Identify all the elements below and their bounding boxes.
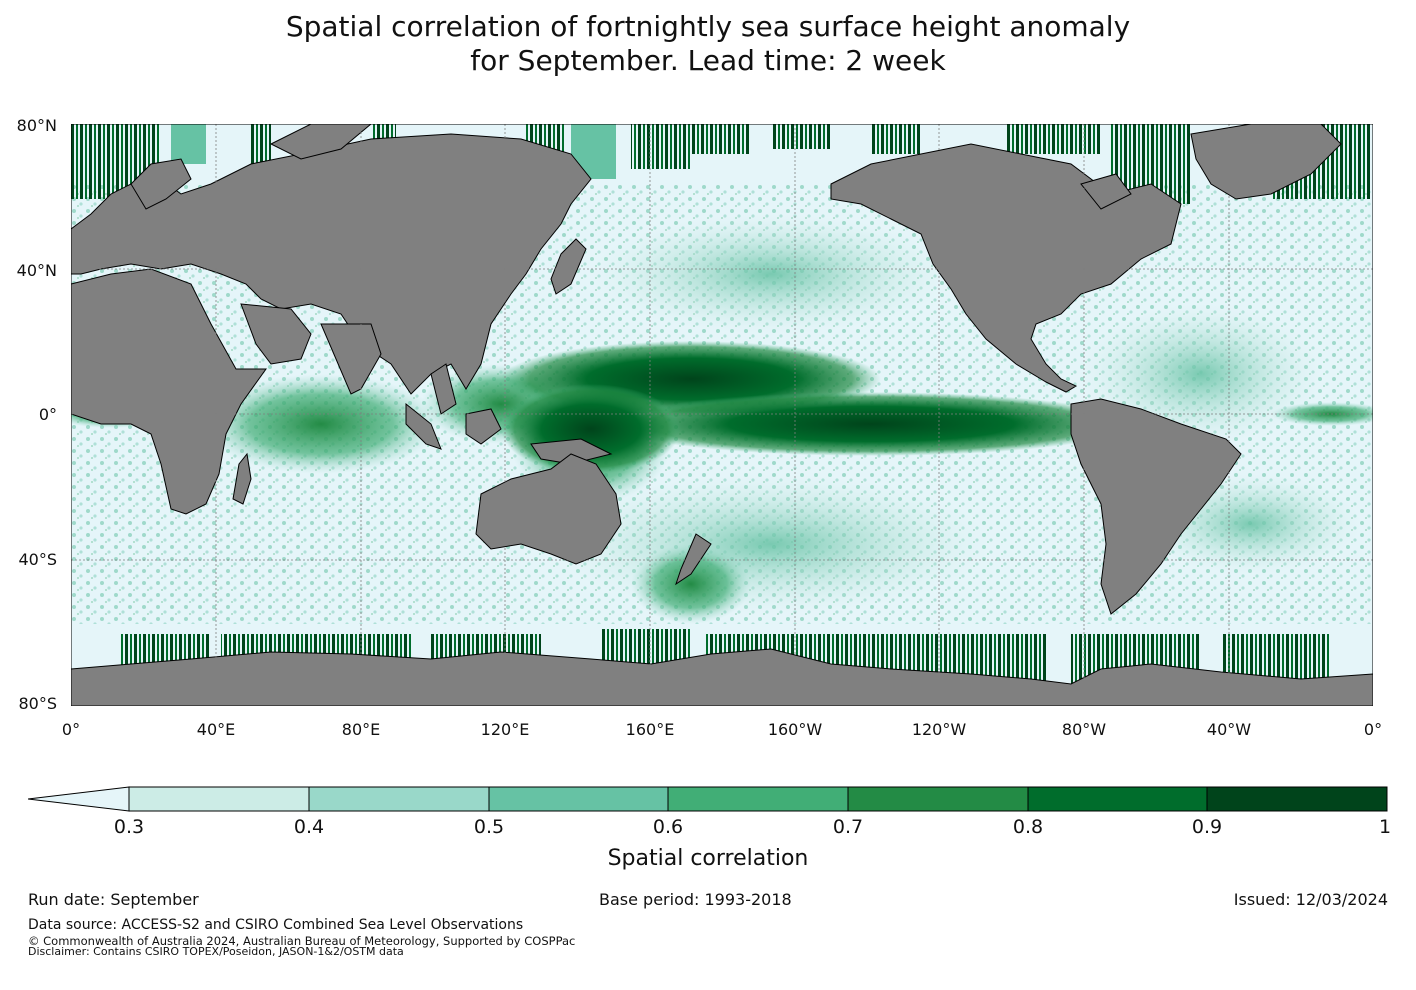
title-line-1: Spatial correlation of fortnightly sea s… <box>285 10 1131 43</box>
colorbar-bin-0.5 <box>489 787 668 811</box>
africa <box>71 268 267 515</box>
sumatra <box>405 402 442 450</box>
lat-tick-40s: 40°S <box>18 550 57 569</box>
graticule <box>71 124 1373 706</box>
colorbar-tick-1: 1 <box>1378 816 1392 838</box>
lat-tick-40n: 40°N <box>16 261 57 280</box>
title-line-2: for September. Lead time: 2 week <box>470 44 946 77</box>
malay-peninsula <box>430 363 457 415</box>
map-title: Spatial correlation of fortnightly sea s… <box>0 10 1416 78</box>
borneo <box>465 408 502 445</box>
tasman-field <box>631 544 751 624</box>
colorbar-tick-0.4: 0.4 <box>293 816 325 838</box>
madagascar <box>232 452 252 505</box>
lon-tick-0-right: 0° <box>1363 720 1383 739</box>
colorbar-bin-0.8 <box>1028 787 1207 811</box>
australia <box>475 453 622 565</box>
lon-tick-160e: 160°E <box>625 720 675 739</box>
run-date: Run date: September <box>28 890 199 909</box>
arctic-islands <box>269 124 372 160</box>
colorbar-tick-0.3: 0.3 <box>113 816 145 838</box>
colorbar-tick-0.9: 0.9 <box>1191 816 1223 838</box>
lon-tick-120w: 120°W <box>911 720 967 739</box>
issued-date: Issued: 12/03/2024 <box>1233 890 1388 909</box>
data-source: Data source: ACCESS-S2 and CSIRO Combine… <box>28 917 524 933</box>
colorbar-tick-0.8: 0.8 <box>1012 816 1044 838</box>
eurasia <box>71 133 592 395</box>
greenland <box>1190 124 1342 200</box>
lon-tick-40e: 40°E <box>196 720 236 739</box>
new-guinea <box>530 438 613 465</box>
lon-tick-80w: 80°W <box>1061 720 1107 739</box>
scandinavia <box>130 158 192 210</box>
colorbar-tick-0.5: 0.5 <box>473 816 505 838</box>
colorbar-tick-0.6: 0.6 <box>652 816 684 838</box>
base-period: Base period: 1993-2018 <box>599 890 792 909</box>
warm-pool-field <box>501 384 681 474</box>
copyright: © Commonwealth of Australia 2024, Austra… <box>28 934 576 948</box>
south-america <box>1070 398 1242 615</box>
baffin-island <box>1080 173 1132 210</box>
lat-tick-0: 0° <box>38 405 57 424</box>
colorbar-bin-0.7 <box>848 787 1028 811</box>
colorbar-bin-0.4 <box>309 787 489 811</box>
colorbar-extend-arrow <box>28 786 130 812</box>
correlation-map <box>70 123 1374 707</box>
colorbar <box>28 786 1388 812</box>
map-panel <box>70 123 1374 707</box>
lon-tick-40w: 40°W <box>1206 720 1252 739</box>
colorbar-tick-0.7: 0.7 <box>832 816 864 838</box>
new-zealand <box>675 533 712 586</box>
lat-tick-80s: 80°S <box>18 694 57 713</box>
colorbar-dividers <box>308 787 1208 811</box>
lon-tick-0-left: 0° <box>61 720 81 739</box>
colorbar-frame <box>128 786 1388 812</box>
antarctica <box>71 648 1373 706</box>
disclaimer: Disclaimer: Contains CSIRO TOPEX/Poseido… <box>28 945 404 958</box>
lat-tick-80n: 80°N <box>16 116 57 135</box>
land-masses <box>71 124 1373 706</box>
japan <box>550 238 587 295</box>
lon-tick-160w: 160°W <box>767 720 823 739</box>
lon-tick-120e: 120°E <box>480 720 530 739</box>
equatorial-pacific-tongue <box>611 392 1131 456</box>
colorbar-label: Spatial correlation <box>607 846 809 871</box>
colorbar-bin-0.6 <box>668 787 848 811</box>
indian-ocean-band <box>201 374 441 474</box>
colorbar-bin-0.3 <box>129 787 309 811</box>
colorbar-bin-0.9 <box>1207 787 1387 811</box>
lon-tick-80e: 80°E <box>341 720 381 739</box>
arabian-peninsula <box>240 303 312 365</box>
equatorial-atlantic-band <box>1271 402 1373 426</box>
north-pacific-field <box>591 214 951 334</box>
north-america <box>830 143 1182 393</box>
